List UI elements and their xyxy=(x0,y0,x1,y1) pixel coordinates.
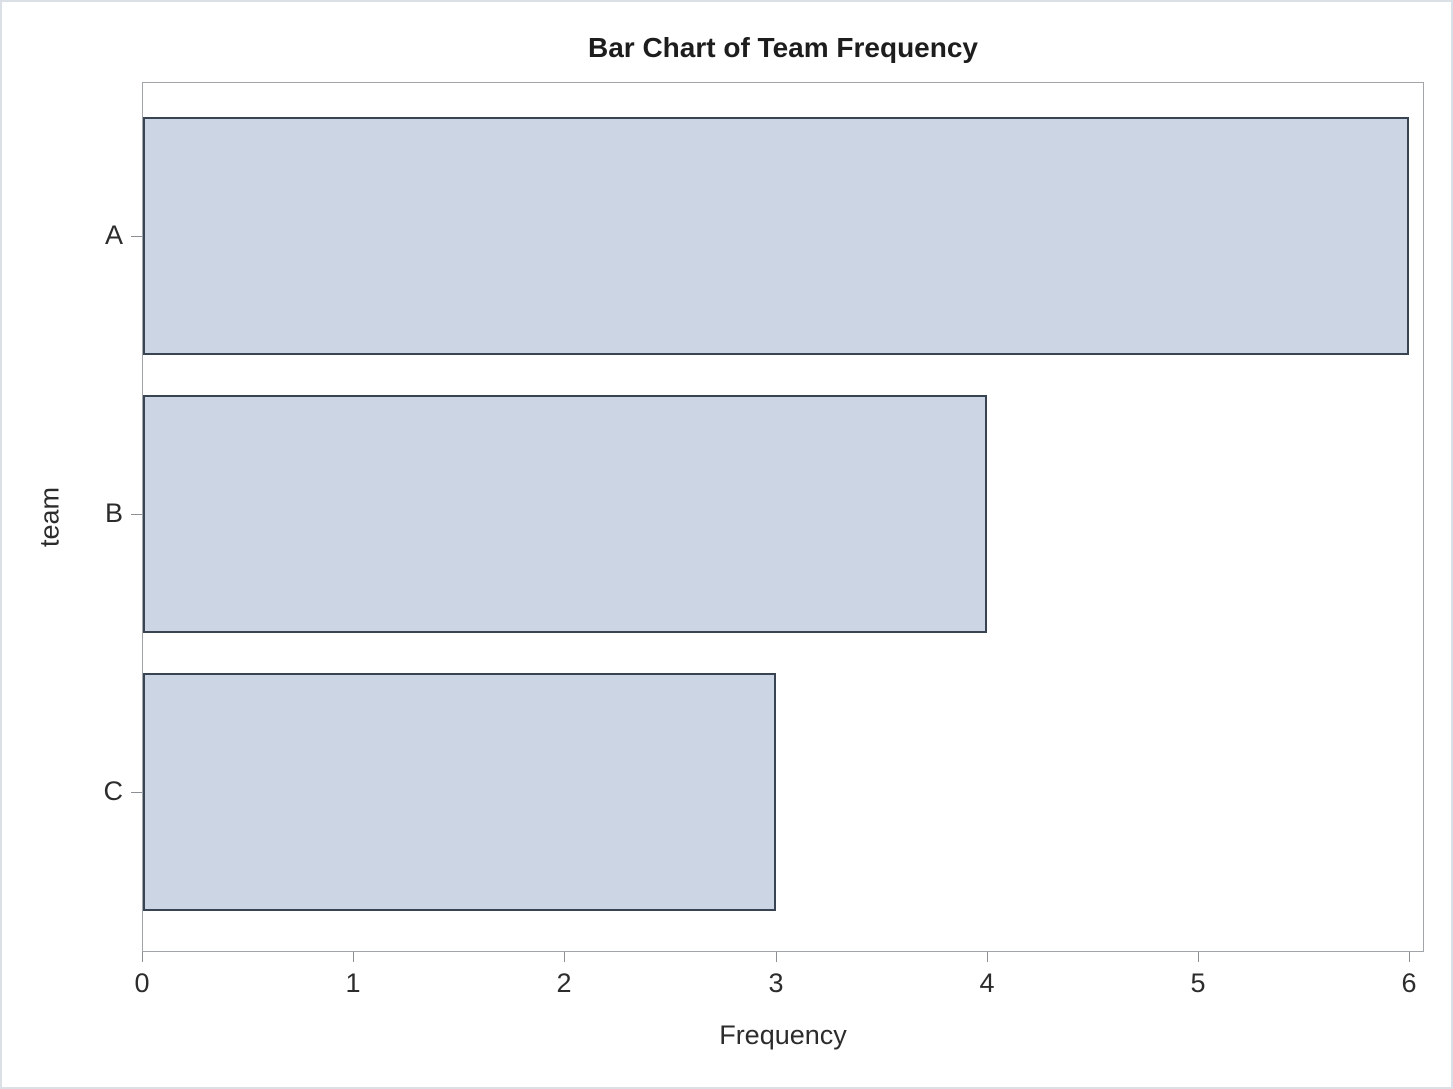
bar-A xyxy=(143,117,1409,355)
x-axis-label: Frequency xyxy=(719,1020,847,1050)
x-tick-mark-5 xyxy=(1198,952,1199,962)
x-tick-label-3: 3 xyxy=(768,968,784,998)
x-tick-label-0: 0 xyxy=(134,968,150,998)
y-tick-mark-B xyxy=(131,514,142,515)
y-tick-label-B: B xyxy=(104,498,123,528)
x-tick-mark-4 xyxy=(987,952,988,962)
y-tick-label-C: C xyxy=(103,776,124,806)
x-tick-mark-2 xyxy=(564,952,565,962)
y-tick-label-A: A xyxy=(104,220,123,250)
y-axis-label: team xyxy=(34,486,65,548)
x-tick-label-5: 5 xyxy=(1190,968,1206,998)
x-tick-mark-3 xyxy=(776,952,777,962)
y-tick-mark-A xyxy=(131,236,142,237)
bar-C xyxy=(143,673,776,911)
x-tick-label-6: 6 xyxy=(1401,968,1417,998)
chart-title: Bar Chart of Team Frequency xyxy=(587,32,979,63)
x-tick-mark-0 xyxy=(142,952,143,962)
x-tick-label-1: 1 xyxy=(345,968,361,998)
x-tick-label-4: 4 xyxy=(979,968,995,998)
y-tick-mark-C xyxy=(131,792,142,793)
x-tick-mark-1 xyxy=(353,952,354,962)
x-tick-mark-6 xyxy=(1409,952,1410,962)
bar-B xyxy=(143,395,987,633)
x-tick-label-2: 2 xyxy=(556,968,572,998)
